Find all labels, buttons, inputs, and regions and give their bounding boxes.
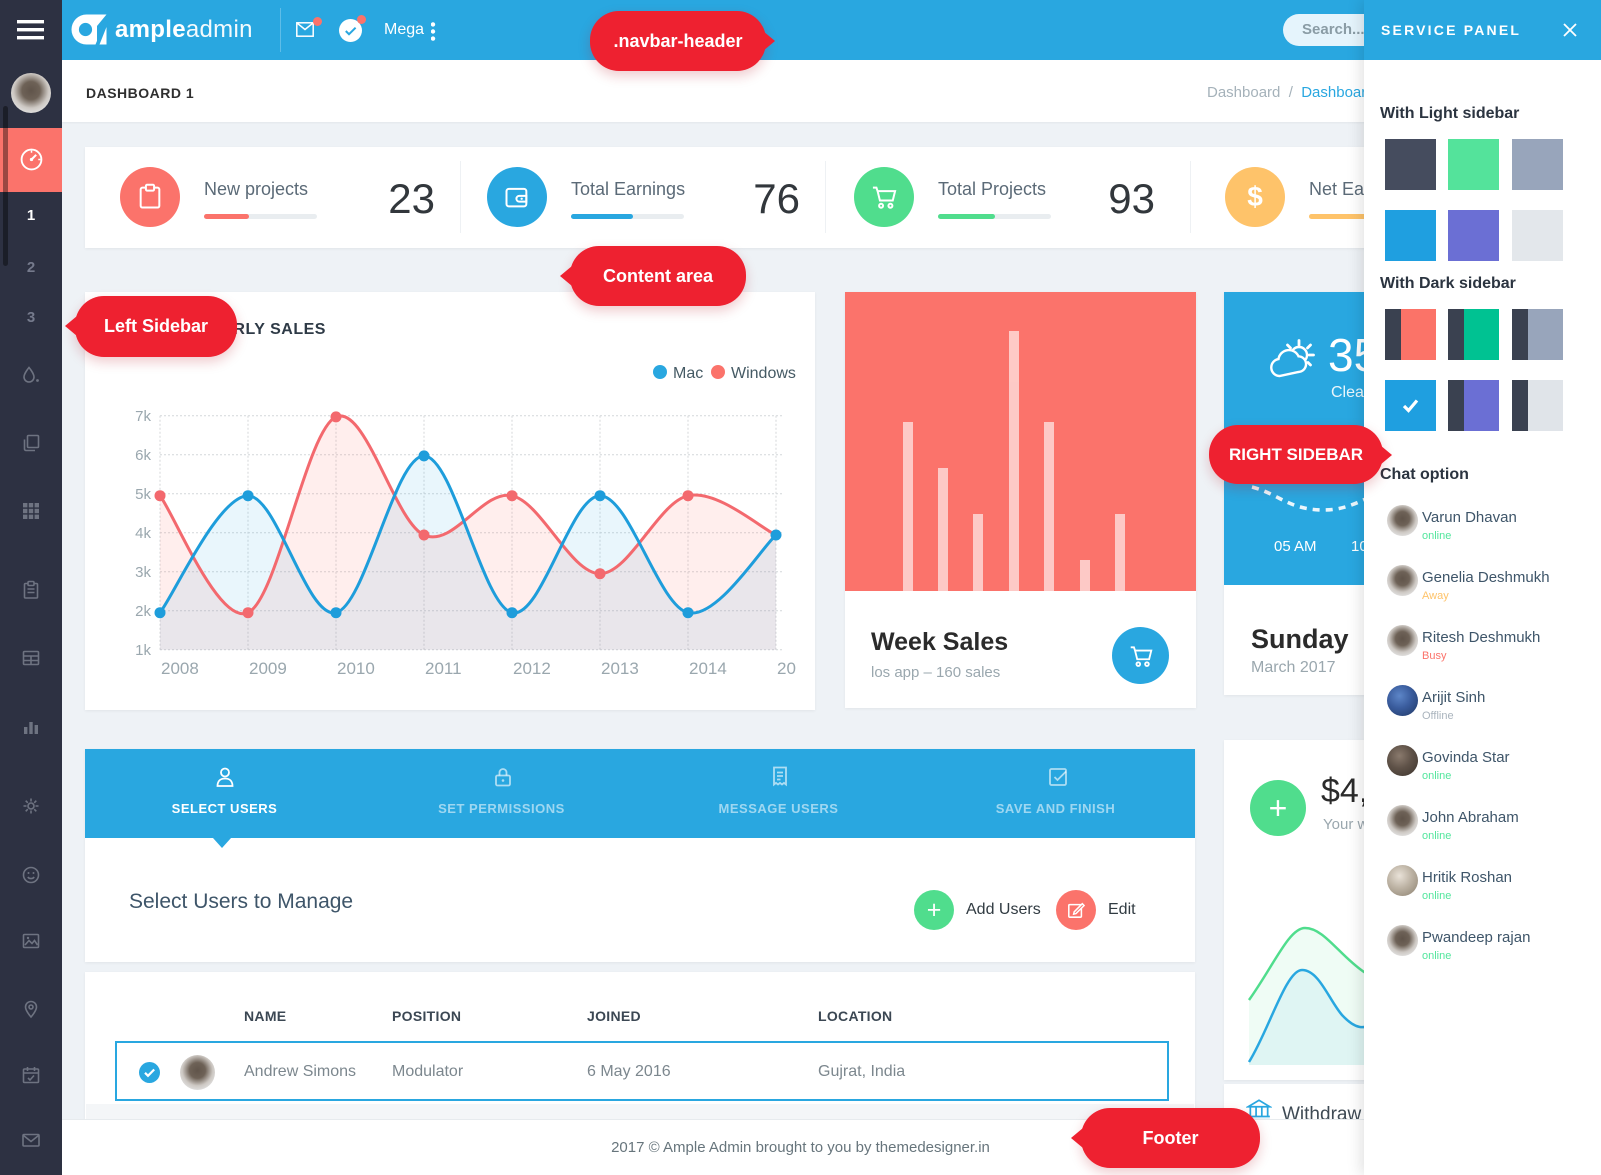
- svg-text:3k: 3k: [135, 564, 151, 581]
- svg-text:2010: 2010: [337, 659, 375, 678]
- svg-text:2k: 2k: [135, 603, 151, 620]
- svg-text:2008: 2008: [161, 659, 199, 678]
- svg-text:2012: 2012: [513, 659, 551, 678]
- svg-text:5k: 5k: [135, 486, 151, 503]
- svg-text:2013: 2013: [601, 659, 639, 678]
- svg-text:20: 20: [777, 659, 796, 678]
- svg-text:2011: 2011: [425, 659, 462, 678]
- svg-text:Mac: Mac: [673, 365, 703, 382]
- svg-text:2014: 2014: [689, 659, 727, 678]
- svg-text:7k: 7k: [135, 408, 151, 425]
- svg-text:4k: 4k: [135, 525, 151, 542]
- svg-text:1k: 1k: [135, 642, 151, 659]
- svg-text:6k: 6k: [135, 447, 151, 464]
- svg-text:2009: 2009: [249, 659, 287, 678]
- svg-text:Windows: Windows: [731, 365, 796, 382]
